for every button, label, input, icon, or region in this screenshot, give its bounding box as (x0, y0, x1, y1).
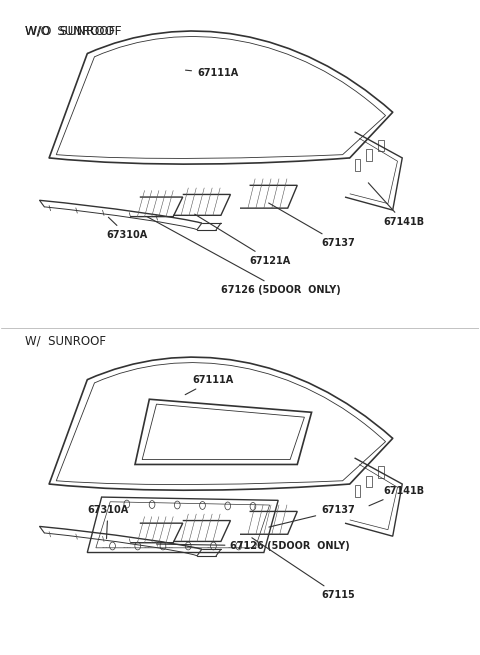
Text: 67126 (5DOOR  ONLY): 67126 (5DOOR ONLY) (147, 217, 341, 295)
Bar (378, 140, 384, 151)
Bar (366, 149, 372, 161)
Text: W/  SUNROOF: W/ SUNROOF (25, 334, 106, 347)
Bar (355, 485, 360, 497)
Text: W/O  SUNROOF: W/O SUNROOF (25, 24, 122, 37)
Text: 67115: 67115 (252, 538, 355, 600)
Bar (378, 466, 384, 477)
Text: 67137: 67137 (269, 506, 355, 527)
Text: W/O  SUNROOF: W/O SUNROOF (25, 24, 116, 37)
Text: 67111A: 67111A (185, 375, 234, 395)
Text: 67310A: 67310A (87, 506, 129, 538)
Text: 67111A: 67111A (185, 68, 238, 79)
Text: 67121A: 67121A (195, 214, 291, 265)
Text: 67141B: 67141B (369, 486, 424, 506)
Text: 67310A: 67310A (107, 217, 148, 240)
Text: 67141B: 67141B (368, 183, 424, 227)
Text: 67126 (5DOOR  ONLY): 67126 (5DOOR ONLY) (157, 541, 350, 552)
Text: 67137: 67137 (269, 203, 355, 248)
Bar (366, 476, 372, 487)
Bar (355, 159, 360, 171)
